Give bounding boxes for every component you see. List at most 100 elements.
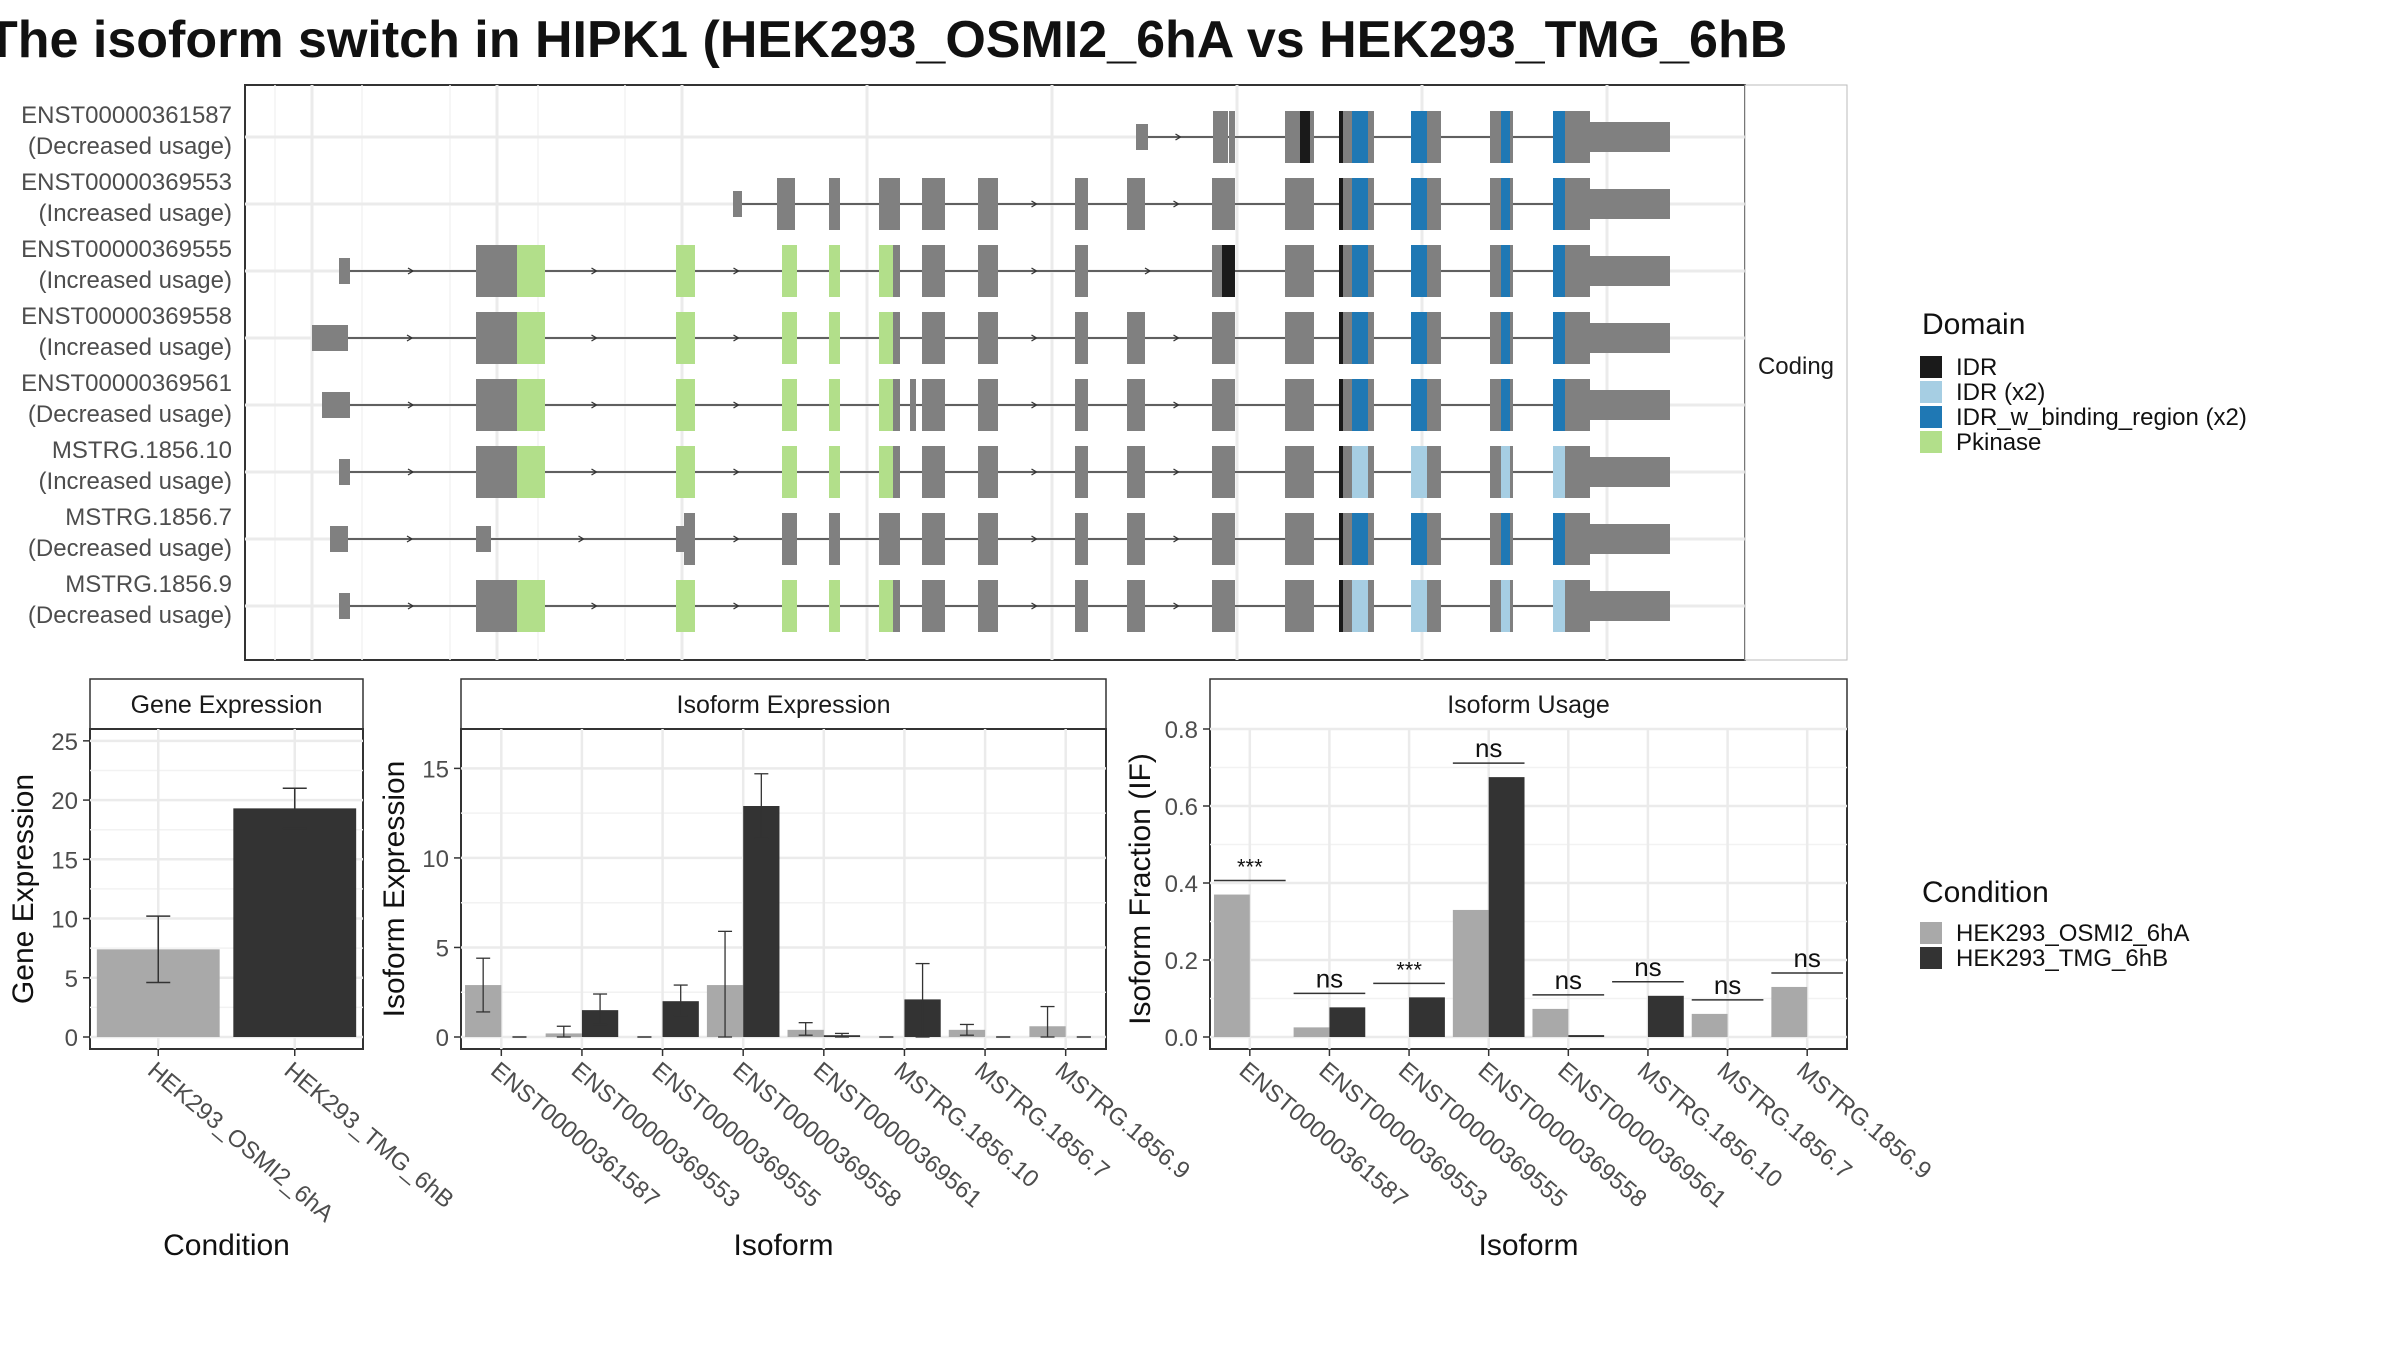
domain-segment xyxy=(829,580,840,632)
domain-segment xyxy=(829,379,840,431)
transcript-label: MSTRG.1856.10 xyxy=(52,437,232,464)
y-tick-label: 0.8 xyxy=(1165,717,1198,744)
x-tick-label: MSTRG.1856.10 xyxy=(1632,1057,1787,1193)
x-tick-label: MSTRG.1856.7 xyxy=(969,1057,1114,1185)
domain-segment xyxy=(1352,312,1368,364)
exon xyxy=(1213,111,1228,163)
exon xyxy=(829,513,840,565)
significance-label: ns xyxy=(1714,970,1741,1000)
domain-segment xyxy=(676,446,695,498)
direction-arrow xyxy=(591,602,598,610)
direction-arrow xyxy=(733,535,740,543)
exon xyxy=(922,446,945,498)
exon xyxy=(1285,513,1314,565)
direction-arrow xyxy=(733,602,740,610)
exon xyxy=(476,526,491,552)
structure-plot-border xyxy=(244,84,1746,661)
exon xyxy=(1075,178,1088,230)
domain-segment xyxy=(1501,379,1510,431)
strip-box xyxy=(1744,84,1848,661)
exon xyxy=(1590,591,1670,621)
domain-segment xyxy=(1501,245,1510,297)
x-axis-title: Condition xyxy=(163,1229,290,1262)
direction-arrow xyxy=(591,334,598,342)
transcript-usage-label: (Increased usage) xyxy=(39,267,232,294)
direction-arrow xyxy=(1031,602,1038,610)
domain-segment xyxy=(1339,513,1343,565)
legend-key xyxy=(1920,356,1942,378)
domain-segment xyxy=(1411,111,1427,163)
panel-strip-label: Gene Expression xyxy=(131,691,323,719)
transcript-usage-label: (Decreased usage) xyxy=(28,535,232,562)
direction-arrow xyxy=(1173,334,1180,342)
exon xyxy=(1075,312,1088,364)
domain-segment xyxy=(1553,178,1565,230)
domain-segment xyxy=(782,580,797,632)
x-axis-title: Isoform xyxy=(1478,1229,1578,1262)
panel-strip-label: Isoform Usage xyxy=(1447,691,1610,719)
domain-segment xyxy=(517,580,545,632)
transcript-label: MSTRG.1856.7 xyxy=(65,504,232,531)
domain-segment xyxy=(1300,111,1310,163)
direction-arrow xyxy=(1173,200,1180,208)
exon xyxy=(1590,189,1670,219)
bar xyxy=(743,806,780,1037)
domain-segment xyxy=(1339,312,1343,364)
legend-key xyxy=(1920,381,1942,403)
plot-border xyxy=(1209,728,1848,1050)
domain-segment xyxy=(517,379,545,431)
domain-segment xyxy=(1411,178,1427,230)
bar xyxy=(1771,986,1808,1037)
x-tick-label: MSTRG.1856.9 xyxy=(1050,1057,1195,1185)
transcript-row: MSTRG.1856.10 (Increased usage) xyxy=(39,437,1670,498)
exon xyxy=(1285,580,1314,632)
domain-segment xyxy=(1352,379,1368,431)
direction-arrow xyxy=(733,267,740,275)
direction-arrow xyxy=(1173,602,1180,610)
exon xyxy=(1285,312,1314,364)
transcript-row: ENST00000361587 (Decreased usage) xyxy=(21,102,1670,163)
domain-segment xyxy=(517,446,545,498)
transcript-label: ENST00000369558 xyxy=(21,303,232,330)
transcript-row: ENST00000369561 (Decreased usage) xyxy=(21,370,1670,431)
bar xyxy=(1568,1035,1605,1037)
transcript-label: ENST00000361587 xyxy=(21,102,232,129)
direction-arrow xyxy=(733,468,740,476)
y-tick-label: 5 xyxy=(436,935,449,962)
domain-segment xyxy=(1352,446,1368,498)
gene-expression-panel: Gene Expression0510152025HEK293_OSMI2_6h… xyxy=(7,678,459,1262)
exon xyxy=(1590,457,1670,487)
direction-arrow xyxy=(1031,401,1038,409)
exon xyxy=(1127,446,1145,498)
domain-segment xyxy=(1553,580,1565,632)
y-tick-label: 5 xyxy=(65,966,78,993)
exon xyxy=(339,593,350,619)
exon xyxy=(330,526,348,552)
direction-arrow xyxy=(407,401,415,409)
legend-label: Pkinase xyxy=(1956,429,2041,456)
exon xyxy=(978,513,998,565)
exon xyxy=(879,178,900,230)
exon xyxy=(910,379,916,431)
domain-segment xyxy=(1411,446,1427,498)
transcript-row: MSTRG.1856.7 (Decreased usage) xyxy=(28,504,1670,565)
y-tick-label: 20 xyxy=(51,788,78,815)
domain-segment xyxy=(1339,580,1343,632)
bar xyxy=(1293,1027,1330,1037)
exon xyxy=(733,191,742,217)
direction-arrow xyxy=(1175,133,1182,141)
domain-segment xyxy=(1553,446,1565,498)
y-tick-label: 15 xyxy=(422,756,449,783)
significance-label: *** xyxy=(1237,855,1263,880)
domain-segment xyxy=(1501,446,1510,498)
transcript-label: ENST00000369553 xyxy=(21,169,232,196)
transcript-label: MSTRG.1856.9 xyxy=(65,571,232,598)
direction-arrow xyxy=(407,468,415,476)
domain-segment xyxy=(1411,580,1427,632)
transcript-usage-label: (Decreased usage) xyxy=(28,133,232,160)
domain-segment xyxy=(829,245,840,297)
direction-arrow xyxy=(733,401,740,409)
x-tick-label: MSTRG.1856.10 xyxy=(889,1057,1044,1193)
